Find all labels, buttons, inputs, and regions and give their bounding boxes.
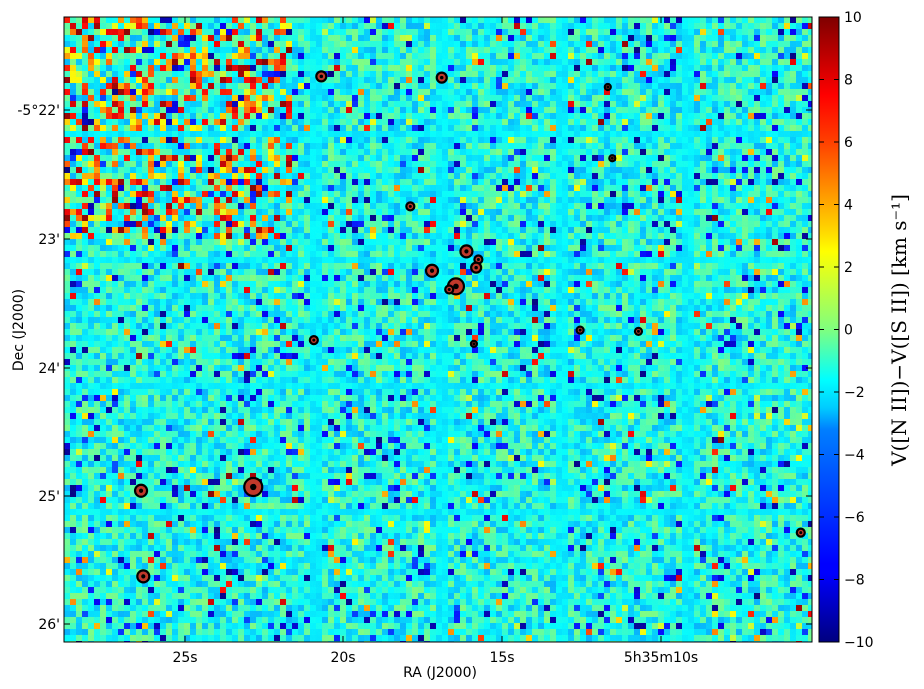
heatmap-panel — [64, 17, 812, 642]
